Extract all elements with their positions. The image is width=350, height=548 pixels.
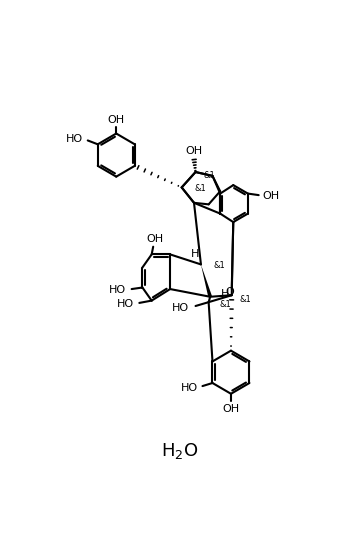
Text: &1: &1 (203, 172, 215, 180)
Text: &1: &1 (219, 300, 231, 309)
Text: &1: &1 (239, 295, 251, 304)
Text: HO: HO (66, 134, 83, 144)
Text: &1: &1 (194, 185, 206, 193)
Text: OH: OH (186, 146, 203, 156)
Text: H: H (221, 289, 229, 299)
Text: HO: HO (117, 299, 134, 309)
Text: HO: HO (181, 383, 198, 392)
Text: O: O (226, 287, 234, 297)
Text: H: H (191, 249, 199, 259)
Text: HO: HO (109, 285, 126, 295)
Text: OH: OH (146, 234, 163, 244)
Text: HO: HO (172, 302, 189, 312)
Text: OH: OH (222, 404, 239, 414)
Text: OH: OH (262, 191, 280, 201)
Text: OH: OH (108, 115, 125, 124)
Polygon shape (201, 265, 212, 297)
Text: &1: &1 (213, 261, 225, 271)
Text: H$_2$O: H$_2$O (161, 441, 198, 461)
